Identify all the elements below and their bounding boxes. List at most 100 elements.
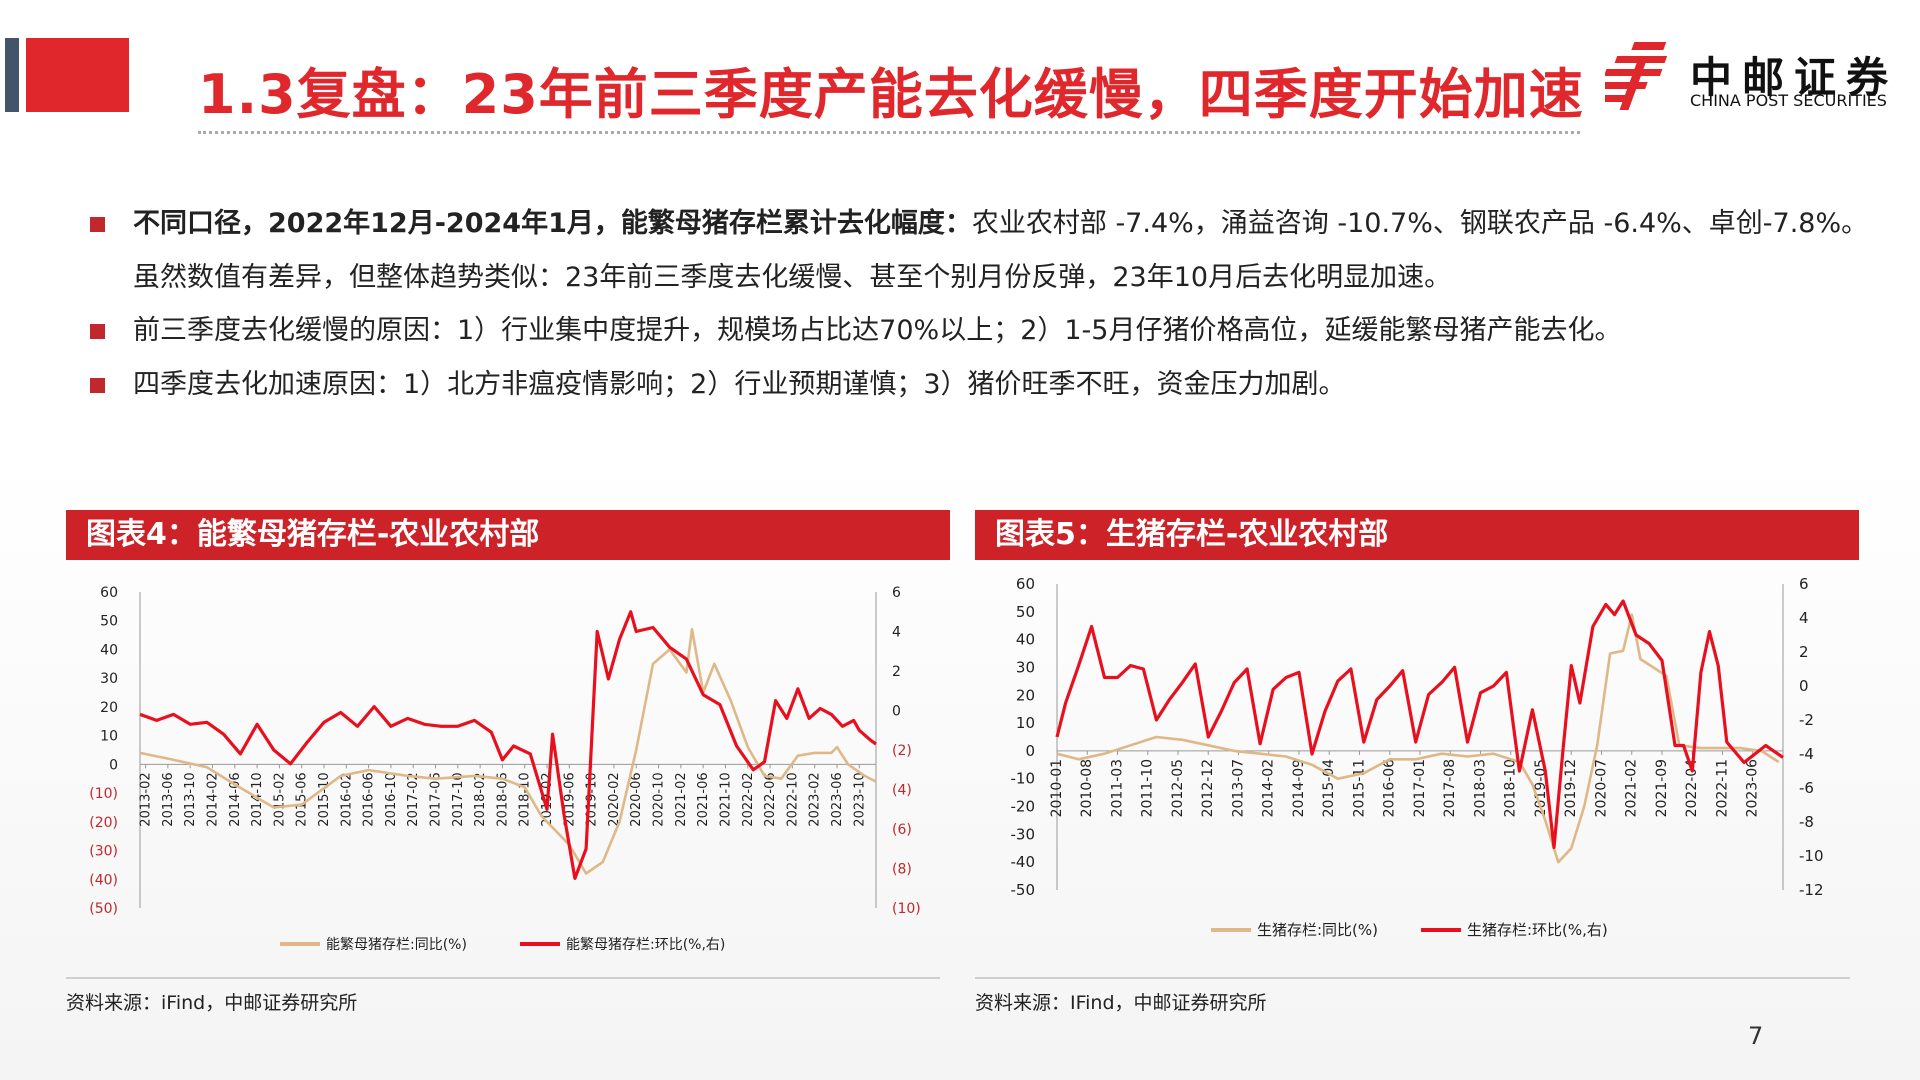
chart-1-x-tick-label: 2021-06 <box>696 772 711 826</box>
chart-2-x-tick-label: 2020-07 <box>1594 759 1610 818</box>
chart-2-y-left-tick-label: 20 <box>1016 686 1035 704</box>
title-underline <box>198 131 1580 134</box>
chart-2-y-left-tick-label: 30 <box>1016 658 1035 676</box>
chart-1-y-left-tick-label: (40) <box>89 872 118 888</box>
chart-1-x-tick-label: 2017-10 <box>451 772 466 826</box>
chart-2-legend-label-2: 生猪存栏:环比(%,右) <box>1467 921 1608 939</box>
chart-1-x-tick-label: 2021-10 <box>718 772 733 826</box>
chart-2-x-tick-label: 2015-04 <box>1321 759 1337 818</box>
chart-2-hog-inventory: 6050403020100-10-20-30-40-506420-2-4-6-8… <box>1011 575 1824 939</box>
chart-1-y-left-tick-label: (10) <box>89 786 118 802</box>
logo-english-name: CHINA POST SECURITIES <box>1690 91 1887 110</box>
chart-2-y-left-tick-label: 60 <box>1016 575 1035 593</box>
chart-1-legend-label-2: 能繁母猪存栏:环比(%,右) <box>566 937 725 953</box>
china-post-logo-icon <box>1605 42 1668 110</box>
chart-1-x-tick-label: 2013-06 <box>161 772 176 826</box>
chart-1-sow-inventory: 6050403020100(10)(20)(30)(40)(50)6420(2)… <box>89 585 921 953</box>
chart-2-y-right-tick-label: 0 <box>1799 677 1809 695</box>
chart-1-y-left-tick-label: (30) <box>89 844 118 860</box>
chart-1-y-left-tick-label: 10 <box>100 729 118 745</box>
chart-1-y-left-tick-label: (50) <box>89 901 118 917</box>
chart-2-y-left-tick-label: -20 <box>1011 798 1036 816</box>
chart-2-y-right-tick-label: -10 <box>1799 847 1824 865</box>
chart-2-source-separator <box>975 977 1850 979</box>
chart-2-y-right-tick-label: 4 <box>1799 609 1809 627</box>
chart-1-y-left-tick-label: 30 <box>100 671 118 687</box>
chart-2-y-right-tick-label: -2 <box>1799 711 1814 729</box>
chart-1-x-tick-label: 2023-02 <box>808 772 823 826</box>
chart-1-y-left-tick-label: (20) <box>89 815 118 831</box>
chart-1-y-left-tick-label: 50 <box>100 614 118 630</box>
chart-2-y-right-tick-label: 6 <box>1799 575 1809 593</box>
chart-2-y-left-tick-label: -30 <box>1011 825 1036 843</box>
page-number: 7 <box>1748 1022 1764 1050</box>
chart-2-x-tick-label: 2017-01 <box>1412 759 1428 818</box>
chart-2-x-tick-label: 2016-06 <box>1382 759 1398 818</box>
chart-2-y-left-tick-label: 50 <box>1016 603 1035 621</box>
chart-2-y-left-tick-label: 40 <box>1016 631 1035 649</box>
chart-2-y-left-tick-label: 10 <box>1016 714 1035 732</box>
chart-2-x-tick-label: 2013-07 <box>1231 759 1247 818</box>
chart-1-x-tick-label: 2020-06 <box>629 772 644 826</box>
bullet-2-text: 前三季度去化缓慢的原因：1）行业集中度提升，规模场占比达70%以上；2）1-5月… <box>133 315 1622 346</box>
chart-1-source-separator <box>66 977 940 979</box>
chart-1-series-2-line <box>139 610 877 880</box>
title-accent-bar-gray <box>5 38 19 112</box>
chart-2-x-tick-label: 2023-06 <box>1745 759 1761 818</box>
chart-2-x-tick-label: 2012-05 <box>1170 759 1186 818</box>
bullet-square-icon <box>90 217 105 232</box>
chart-1-x-tick-label: 2016-02 <box>339 772 354 826</box>
chart-1-y-right-tick-label: (8) <box>892 862 912 878</box>
bullet-1: 不同口径，2022年12月-2024年1月，能繁母猪存栏累计去化幅度：农业农村部… <box>90 197 1890 305</box>
chart-1-header: 图表4：能繁母猪存栏-农业农村部 <box>66 510 950 560</box>
chart-1-y-left-tick-label: 40 <box>100 642 118 658</box>
chart-2-x-tick-label: 2012-12 <box>1200 759 1216 818</box>
chart-1-x-tick-label: 2016-06 <box>362 772 377 826</box>
chart-2-header: 图表5：生猪存栏-农业农村部 <box>975 510 1859 560</box>
chart-1-x-tick-label: 2018-06 <box>495 772 510 826</box>
chart-2-legend-label-1: 生猪存栏:同比(%) <box>1257 921 1378 939</box>
chart-2-x-tick-label: 2021-09 <box>1654 759 1670 818</box>
chart-2-y-left-tick-label: -40 <box>1011 853 1036 871</box>
chart-1-x-tick-label: 2015-06 <box>295 772 310 826</box>
chart-1-x-tick-label: 2022-06 <box>763 772 778 826</box>
chart-1-series-1-line <box>139 628 877 875</box>
chart-1-source: 资料来源：iFind，中邮证券研究所 <box>66 992 358 1014</box>
chart-2-x-tick-label: 2018-03 <box>1473 759 1489 818</box>
bullet-square-icon <box>90 378 105 393</box>
bullet-1-bold: 不同口径，2022年12月-2024年1月，能繁母猪存栏累计去化幅度： <box>133 208 972 239</box>
chart-1-y-right-tick-label: 0 <box>892 704 901 720</box>
chart-1-y-left-tick-label: 0 <box>109 757 118 773</box>
chart-2-x-tick-label: 2010-08 <box>1079 759 1095 818</box>
chart-1-x-tick-label: 2019-06 <box>562 772 577 826</box>
chart-1-x-tick-label: 2017-02 <box>406 772 421 826</box>
chart-2-x-tick-label: 2014-02 <box>1261 759 1277 818</box>
chart-1-y-right-tick-label: 6 <box>892 585 901 601</box>
chart-1-x-tick-label: 2015-10 <box>317 772 332 826</box>
chart-1-x-tick-label: 2020-02 <box>607 772 622 826</box>
chart-2-x-tick-label: 2011-03 <box>1110 759 1126 818</box>
chart-2-y-left-tick-label: 0 <box>1025 742 1035 760</box>
chart-2-series-2-line <box>1055 599 1784 850</box>
chart-1-x-tick-label: 2022-02 <box>741 772 756 826</box>
background-shade <box>0 460 1920 1080</box>
chart-2-x-tick-label: 2021-02 <box>1624 759 1640 818</box>
chart-1-x-tick-label: 2021-02 <box>674 772 689 826</box>
chart-1-y-right-tick-label: (6) <box>892 822 912 838</box>
chart-2-y-right-tick-label: 2 <box>1799 643 1809 661</box>
chart-1-x-tick-label: 2014-10 <box>250 772 265 826</box>
chart-1-x-tick-label: 2023-10 <box>852 772 867 826</box>
logo-chinese-name: 中邮证券 <box>1690 53 1899 102</box>
chart-2-x-tick-label: 2022-04 <box>1684 759 1700 818</box>
chart-1-y-right-tick-label: (4) <box>892 783 912 799</box>
chart-1-legend-label-1: 能繁母猪存栏:同比(%) <box>326 937 467 953</box>
chart-1-x-tick-label: 2013-10 <box>183 772 198 826</box>
chart-2-x-tick-label: 2022-11 <box>1715 759 1731 818</box>
title-accent-bar-red <box>26 38 129 112</box>
chart-2-y-right-tick-label: -6 <box>1799 779 1814 797</box>
chart-2-y-left-tick-label: -50 <box>1011 881 1036 899</box>
chart-1-x-tick-label: 2018-02 <box>473 772 488 826</box>
chart-2-x-tick-label: 2017-08 <box>1442 759 1458 818</box>
bullet-1-text: 农业农村部 -7.4%，涌益咨询 -10.7%、钢联农产品 -6.4%、卓创-7… <box>133 208 1869 293</box>
chart-1-y-left-tick-label: 20 <box>100 700 118 716</box>
